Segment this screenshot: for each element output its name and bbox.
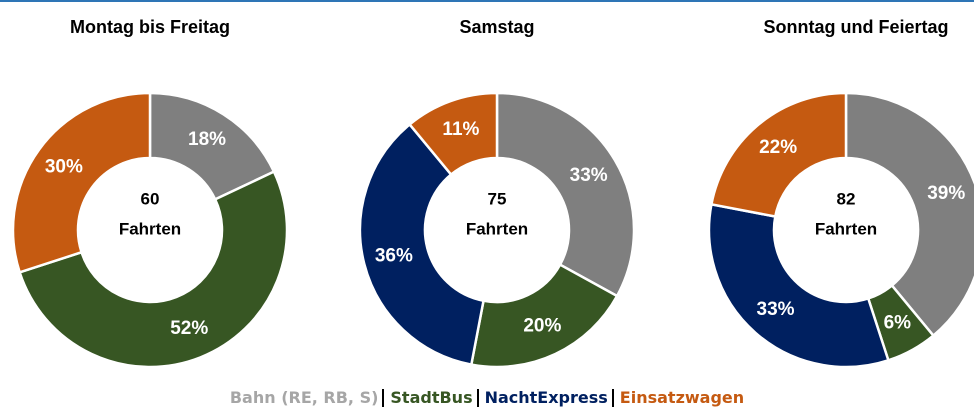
data-label: 6% (884, 312, 912, 333)
legend: Bahn (RE, RB, S) StadtBus NachtExpress Eins… (0, 388, 974, 407)
center-total: 60 (141, 189, 160, 208)
donut-segment (407, 91, 499, 177)
data-label: 52% (170, 318, 208, 339)
data-label: 39% (927, 183, 965, 204)
center-total: 75 (488, 189, 507, 208)
legend-entry: Bahn (RE, RB, S) (229, 388, 379, 407)
top-rule (0, 0, 974, 2)
data-label: 36% (375, 246, 413, 267)
charts: Montag bis Freitag 18% 52% 30% 60 Fahrten Sams… (0, 0, 974, 369)
center-label: Fahrten (119, 219, 181, 238)
data-label: 33% (570, 165, 608, 186)
donut-segment (11, 91, 152, 274)
legend-entry: StadtBus (390, 388, 473, 407)
data-label: 30% (45, 156, 83, 177)
data-label: 11% (442, 119, 479, 140)
legend-separator (611, 388, 614, 407)
data-label: 22% (759, 137, 797, 158)
donut-segment (18, 170, 289, 369)
center-label: Fahrten (815, 219, 877, 238)
donut-segment (469, 262, 619, 369)
legend-separator (382, 388, 385, 407)
legend-entry: Einsatzwagen (619, 388, 745, 407)
chart-title: Samstag (459, 17, 534, 37)
donut-segment (358, 122, 485, 367)
center-total: 82 (837, 189, 856, 208)
center-label: Fahrten (466, 219, 528, 238)
data-label: 18% (188, 129, 226, 150)
data-label: 33% (757, 299, 795, 320)
data-label: 20% (523, 315, 561, 336)
donut-segment (709, 91, 848, 218)
chart-title: Montag bis Freitag (70, 17, 230, 37)
chart-title: Sonntag und Feiertag (763, 17, 948, 37)
donut-segment (495, 91, 636, 298)
donut-segment (707, 202, 890, 369)
donut-segment (844, 91, 974, 338)
legend-entry: NachtExpress (484, 388, 608, 407)
legend-separator (476, 388, 479, 407)
